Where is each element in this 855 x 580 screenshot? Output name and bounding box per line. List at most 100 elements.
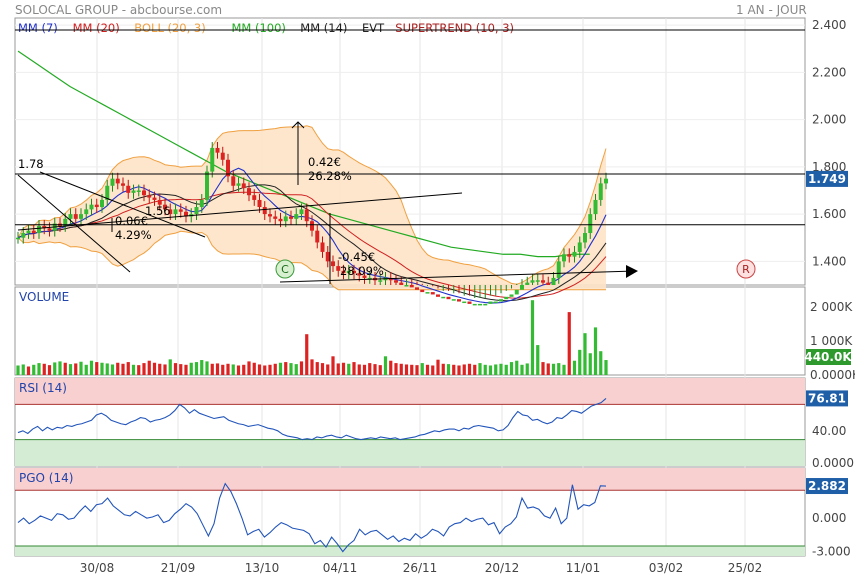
price-y-tick: 1.600 xyxy=(812,207,846,221)
move-pct: 28.09% xyxy=(340,264,384,278)
candle-body xyxy=(556,261,561,278)
candle-body xyxy=(420,289,425,293)
marker-r xyxy=(736,259,756,279)
volume-bar xyxy=(462,364,466,375)
move-label: 0.06€ xyxy=(115,214,148,228)
candle-body xyxy=(362,275,367,278)
candle-body xyxy=(325,251,330,262)
candle-body xyxy=(551,277,556,285)
arrow-head xyxy=(626,265,638,278)
volume-bar xyxy=(389,360,393,375)
volume-bar xyxy=(268,364,272,375)
volume-bar xyxy=(567,312,571,375)
volume-bar xyxy=(16,365,20,375)
x-tick-label: 13/10 xyxy=(245,561,280,575)
panel-frame xyxy=(14,286,806,376)
volume-bar xyxy=(294,364,298,375)
candle-body xyxy=(388,277,393,281)
candle-body xyxy=(247,188,251,196)
volume-bar xyxy=(63,362,67,375)
candle-body xyxy=(310,221,314,231)
volume-bar xyxy=(215,363,220,375)
volume-bar xyxy=(163,364,167,375)
candle-body xyxy=(241,183,246,189)
candle-body xyxy=(215,147,220,153)
candle-body xyxy=(199,199,204,208)
move-pct: 4.29% xyxy=(115,228,152,242)
volume-y-tick: 2 000K xyxy=(810,300,853,314)
period-label[interactable]: 1 AN - JOUR xyxy=(736,3,807,17)
x-tick-label: 21/09 xyxy=(161,561,196,575)
candle-body xyxy=(378,280,383,282)
candle-body xyxy=(604,178,608,184)
candle-body xyxy=(562,254,566,262)
candle-body xyxy=(478,303,482,306)
trend-line xyxy=(39,171,206,238)
legend-entry: MM (100) xyxy=(232,21,286,35)
candle-body xyxy=(31,230,36,234)
x-tick-label: 26/11 xyxy=(403,561,438,575)
candle-body xyxy=(294,214,299,219)
volume-bar xyxy=(604,360,608,375)
volume-bar xyxy=(205,361,209,375)
volume-bar xyxy=(572,360,577,375)
volume-bar xyxy=(173,363,178,375)
volume-bar xyxy=(530,300,535,375)
candle-body xyxy=(21,233,26,238)
volume-bar xyxy=(488,365,493,375)
candle-body xyxy=(593,199,598,215)
move-label: 0.42€ xyxy=(308,155,341,169)
volume-bar xyxy=(252,362,256,375)
chart-title: SOLOCAL GROUP - abcbourse.com xyxy=(15,3,223,17)
price-y-tick: 2.200 xyxy=(812,65,846,79)
volume-bar xyxy=(142,363,146,375)
candle-body xyxy=(394,280,398,283)
volume-bar xyxy=(310,359,314,375)
volume-bar xyxy=(179,364,183,375)
volume-bar xyxy=(194,362,199,375)
candle-body xyxy=(79,214,83,219)
candle-body xyxy=(257,199,262,208)
volume-bar xyxy=(42,363,46,375)
volume-bar xyxy=(341,362,346,375)
last-pgo: 2.882 xyxy=(808,479,846,493)
volume-bar xyxy=(305,334,309,375)
trend-line xyxy=(279,270,636,283)
last-rsi: 76.81 xyxy=(808,391,846,405)
move-label: -0.45€ xyxy=(338,250,375,264)
candle-body xyxy=(163,204,167,210)
candle-body xyxy=(583,233,587,243)
volume-bar xyxy=(137,365,141,375)
candle-body xyxy=(184,211,188,217)
volume-bar xyxy=(121,363,125,375)
candle-body xyxy=(546,282,551,285)
volume-bar xyxy=(362,364,367,375)
candle-body xyxy=(483,303,488,306)
volume-bar xyxy=(331,356,335,375)
volume-bar xyxy=(378,365,382,375)
volume-bar xyxy=(347,363,351,375)
bollinger-lower xyxy=(17,230,606,291)
volume-bar xyxy=(210,363,214,375)
volume-bar xyxy=(273,363,277,375)
volume-bar xyxy=(315,362,319,375)
volume-bar xyxy=(578,349,582,375)
last-rsi-box xyxy=(806,390,848,407)
volume-bar xyxy=(231,364,235,375)
candle-body xyxy=(567,254,572,257)
volume-bar xyxy=(326,364,330,375)
volume-bar xyxy=(588,353,592,375)
volume-bar xyxy=(289,363,293,375)
volume-bar xyxy=(278,362,283,375)
volume-bar xyxy=(404,364,409,375)
candle-body xyxy=(415,287,419,290)
volume-bar xyxy=(21,364,25,375)
volume-bar xyxy=(504,364,508,375)
candle-body xyxy=(488,301,493,304)
level-label: 1.56 xyxy=(145,204,171,218)
candle-body xyxy=(252,195,257,200)
volume-bar xyxy=(152,362,157,375)
candle-body xyxy=(152,197,157,200)
candle-body xyxy=(509,294,514,297)
volume-bar xyxy=(320,363,325,375)
